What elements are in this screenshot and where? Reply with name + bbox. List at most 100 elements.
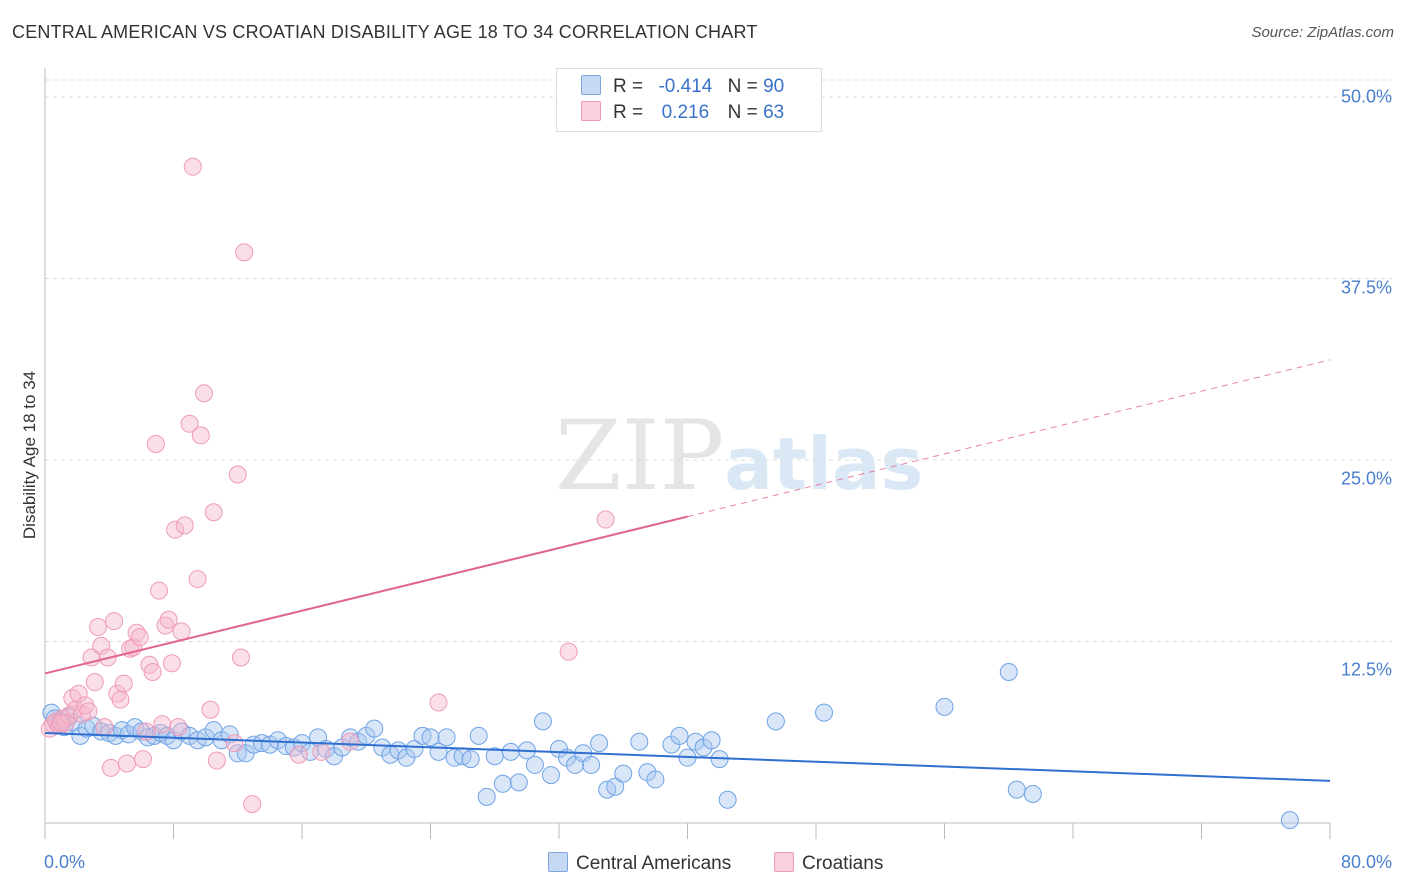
croatian-point: [235, 243, 254, 262]
central-american-point: [718, 790, 737, 809]
croatian-point: [156, 616, 175, 635]
croatians-trend-line-extrapolated: [687, 359, 1331, 518]
croatian-point: [243, 795, 262, 814]
bottom-legend-central-americans: Central Americans: [548, 852, 731, 875]
croatian-point: [166, 520, 185, 539]
croatian-point: [231, 648, 250, 667]
croatian-point: [114, 674, 133, 693]
bottom-legend-label-2: Croatians: [802, 853, 884, 874]
central-american-point: [405, 739, 424, 758]
central-americans-trend-line: [44, 731, 1331, 782]
central-american-point: [437, 728, 456, 747]
central-american-point: [341, 728, 360, 747]
central-american-point: [630, 732, 649, 751]
central-american-point: [606, 777, 625, 796]
central-american-point: [1007, 780, 1026, 799]
y-tick-25: 25.0%: [1340, 468, 1392, 489]
central-american-point: [501, 742, 520, 761]
croatian-point: [312, 742, 331, 761]
croatian-point: [95, 718, 114, 737]
croatian-point: [175, 516, 194, 535]
croatian-point: [204, 503, 223, 522]
croatian-point: [172, 622, 191, 641]
croatian-point: [117, 754, 136, 773]
croatian-point: [225, 734, 244, 753]
croatian-point: [101, 758, 120, 777]
legend-n-value: 63: [763, 102, 785, 123]
central-american-point: [220, 725, 239, 744]
central-american-point: [461, 750, 480, 769]
croatian-point: [146, 435, 165, 454]
central-american-point: [702, 731, 721, 750]
central-american-point: [541, 766, 560, 785]
central-american-point: [614, 764, 633, 783]
central-american-point: [815, 703, 834, 722]
central-american-point: [935, 697, 954, 716]
watermark: ZIPatlas: [555, 400, 923, 512]
central-american-point: [421, 728, 440, 747]
croatian-point: [183, 157, 202, 176]
bottom-legend-swatch-blue: [548, 852, 568, 872]
central-american-point: [590, 734, 609, 753]
croatian-point: [79, 702, 98, 721]
bottom-legend-swatch-pink: [774, 852, 794, 872]
croatian-point: [596, 510, 615, 529]
croatian-point: [201, 700, 220, 719]
legend-n-label: N =: [727, 76, 758, 97]
croatian-point: [188, 570, 207, 589]
chart-title: CENTRAL AMERICAN VS CROATIAN DISABILITY …: [12, 22, 758, 42]
croatian-point: [130, 628, 149, 647]
croatian-point: [85, 673, 104, 692]
y-tick-12-5: 12.5%: [1340, 659, 1392, 680]
croatian-point: [159, 610, 178, 629]
croatian-point: [341, 732, 360, 751]
watermark-zip: ZIP: [555, 400, 725, 512]
legend-n-label: N =: [727, 102, 758, 123]
croatian-point: [162, 654, 181, 673]
croatian-point: [105, 612, 124, 631]
croatian-point: [89, 617, 108, 636]
croatian-point: [289, 745, 308, 764]
legend-row-central-americans: R = -0.414 N = 90: [581, 75, 784, 101]
watermark-atlas: atlas: [724, 422, 924, 506]
croatian-point: [111, 690, 130, 709]
y-tick-50: 50.0%: [1340, 86, 1392, 107]
croatian-point: [143, 662, 162, 681]
croatian-point: [195, 384, 214, 403]
central-american-point: [999, 662, 1018, 681]
croatian-point: [180, 414, 199, 433]
x-tick-min: 0.0%: [44, 852, 86, 872]
legend-r-label: R =: [613, 76, 644, 97]
croatian-point: [108, 684, 127, 703]
croatian-point: [92, 636, 111, 655]
central-american-point: [582, 755, 601, 774]
source-label: Source: ZipAtlas.com: [1251, 24, 1394, 41]
croatian-point: [76, 696, 95, 715]
central-american-point: [646, 770, 665, 789]
croatians-trend-line: [44, 515, 688, 675]
legend-n-value: 90: [763, 76, 785, 97]
central-american-point: [1280, 811, 1299, 830]
correlation-legend: R = -0.414 N = 90 R = 0.216 N = 63: [556, 68, 822, 132]
croatian-point: [150, 581, 169, 600]
croatian-point: [52, 713, 71, 732]
central-american-point: [477, 787, 496, 806]
bottom-legend-label-1: Central Americans: [576, 853, 732, 874]
croatian-point: [191, 426, 210, 445]
croatian-point: [207, 751, 226, 770]
croatian-point: [429, 693, 448, 712]
croatian-point: [133, 750, 152, 769]
y-tick-37-5: 37.5%: [1340, 277, 1392, 298]
central-american-point: [533, 712, 552, 731]
central-american-point: [525, 755, 544, 774]
central-american-point: [365, 719, 384, 738]
x-tick-max: 80.0%: [1340, 852, 1392, 872]
central-american-point: [469, 726, 488, 745]
croatian-point: [69, 684, 88, 703]
central-american-point: [766, 712, 785, 731]
central-american-point: [493, 774, 512, 793]
legend-swatch-pink: [581, 101, 601, 121]
legend-swatch-blue: [581, 75, 601, 95]
legend-row-croatians: R = 0.216 N = 63: [581, 101, 784, 127]
